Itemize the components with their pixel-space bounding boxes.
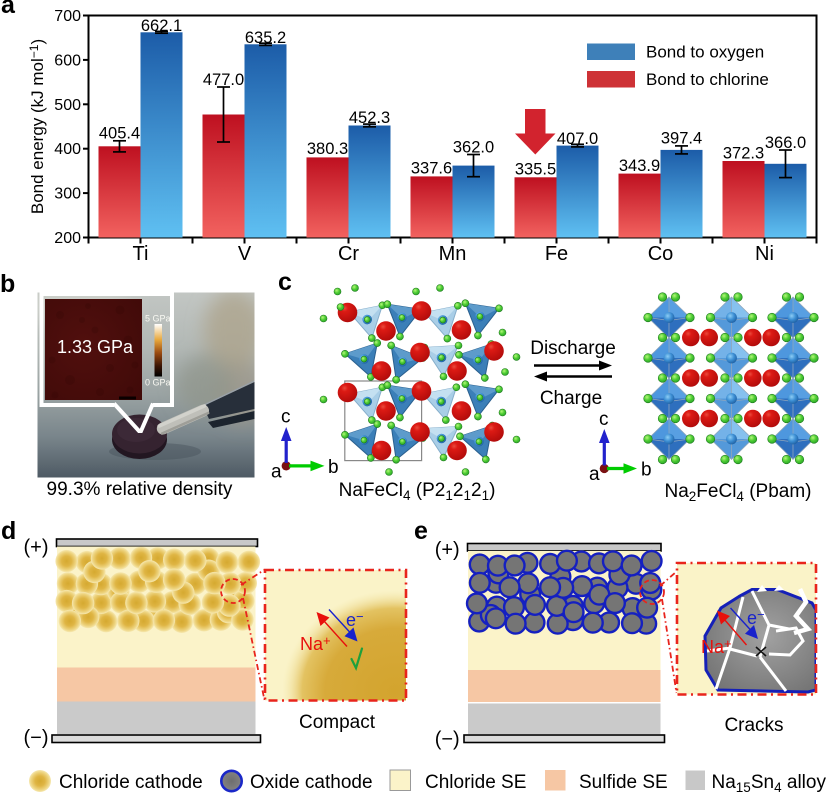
svg-text:300: 300 bbox=[54, 186, 81, 203]
svg-text:Fe: Fe bbox=[545, 243, 568, 265]
svg-text:Cracks: Cracks bbox=[724, 715, 783, 736]
svg-text:e: e bbox=[414, 517, 428, 545]
svg-text:380.3: 380.3 bbox=[307, 140, 348, 158]
svg-text:NaFeCl4 (P212121): NaFeCl4 (P212121) bbox=[339, 480, 496, 503]
svg-text:337.6: 337.6 bbox=[411, 160, 452, 178]
svg-text:500: 500 bbox=[54, 97, 81, 114]
svg-text:Ni: Ni bbox=[755, 243, 774, 265]
svg-text:Na2FeCl4 (Pbam): Na2FeCl4 (Pbam) bbox=[664, 481, 811, 504]
svg-text:b: b bbox=[641, 460, 652, 481]
svg-text:Mn: Mn bbox=[439, 243, 467, 265]
svg-text:a: a bbox=[271, 462, 282, 483]
svg-text:Co: Co bbox=[648, 243, 674, 265]
svg-text:400: 400 bbox=[54, 141, 81, 158]
svg-text:99.3% relative density: 99.3% relative density bbox=[47, 479, 233, 500]
svg-text:Na15Sn4 alloy: Na15Sn4 alloy bbox=[712, 772, 826, 793]
svg-text:477.0: 477.0 bbox=[203, 71, 244, 89]
svg-text:343.9: 343.9 bbox=[619, 157, 660, 175]
svg-text:d: d bbox=[1, 517, 16, 545]
svg-text:Charge: Charge bbox=[540, 388, 602, 409]
svg-text:b: b bbox=[0, 270, 15, 298]
svg-text:335.5: 335.5 bbox=[515, 161, 556, 179]
svg-text:V: V bbox=[238, 243, 252, 265]
svg-text:397.4: 397.4 bbox=[661, 130, 702, 148]
svg-text:600: 600 bbox=[54, 52, 81, 69]
svg-text:Bond energy (kJ mol−1): Bond energy (kJ mol−1) bbox=[27, 39, 47, 214]
svg-text:362.0: 362.0 bbox=[453, 139, 494, 157]
svg-text:c: c bbox=[281, 407, 291, 428]
svg-text:a: a bbox=[1, 0, 16, 19]
svg-text:405.4: 405.4 bbox=[99, 125, 140, 143]
svg-text:372.3: 372.3 bbox=[723, 145, 764, 163]
svg-text:Cr: Cr bbox=[338, 243, 359, 265]
svg-text:635.2: 635.2 bbox=[245, 29, 286, 47]
svg-text:(+): (+) bbox=[24, 537, 49, 559]
svg-text:(−): (−) bbox=[24, 727, 49, 749]
svg-text:(+): (+) bbox=[435, 539, 460, 561]
svg-text:407.0: 407.0 bbox=[557, 130, 598, 148]
svg-text:Chloride cathode: Chloride cathode bbox=[59, 772, 203, 793]
svg-text:200: 200 bbox=[54, 230, 81, 247]
svg-text:1.33 GPa: 1.33 GPa bbox=[57, 337, 134, 357]
svg-text:(−): (−) bbox=[435, 729, 460, 751]
svg-text:Ti: Ti bbox=[133, 243, 149, 265]
svg-text:0 GPa: 0 GPa bbox=[145, 378, 171, 388]
svg-text:b: b bbox=[328, 457, 339, 478]
svg-text:Compact: Compact bbox=[299, 712, 376, 733]
svg-text:5 GPa: 5 GPa bbox=[145, 314, 171, 324]
svg-text:c: c bbox=[278, 268, 292, 296]
svg-text:366.0: 366.0 bbox=[765, 134, 806, 152]
svg-text:Chloride SE: Chloride SE bbox=[425, 772, 526, 793]
svg-text:a: a bbox=[589, 464, 600, 485]
svg-text:700: 700 bbox=[54, 8, 81, 25]
svg-text:c: c bbox=[599, 409, 609, 430]
svg-text:Bond to oxygen: Bond to oxygen bbox=[646, 43, 764, 62]
svg-text:Discharge: Discharge bbox=[530, 338, 616, 359]
svg-text:452.3: 452.3 bbox=[349, 109, 390, 127]
svg-text:Bond to chlorine: Bond to chlorine bbox=[646, 70, 769, 89]
svg-text:Sulfide SE: Sulfide SE bbox=[579, 772, 668, 793]
svg-text:662.1: 662.1 bbox=[141, 17, 182, 35]
svg-text:Oxide cathode: Oxide cathode bbox=[250, 772, 373, 793]
